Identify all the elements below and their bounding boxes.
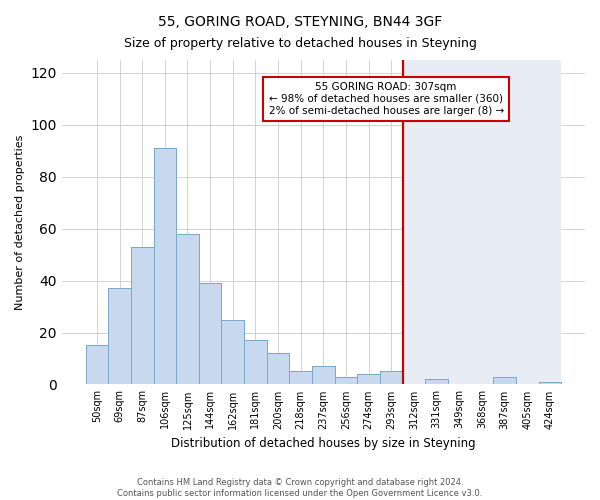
Bar: [358, 374, 380, 384]
Bar: [199, 283, 221, 384]
Bar: [267, 354, 289, 384]
Bar: [221, 320, 244, 384]
Bar: [403, 60, 561, 384]
Bar: [380, 372, 403, 384]
Bar: [425, 379, 448, 384]
Text: Contains HM Land Registry data © Crown copyright and database right 2024.
Contai: Contains HM Land Registry data © Crown c…: [118, 478, 482, 498]
Bar: [131, 247, 154, 384]
Bar: [199, 283, 221, 384]
Bar: [221, 320, 244, 384]
Text: Size of property relative to detached houses in Steyning: Size of property relative to detached ho…: [124, 38, 476, 51]
Bar: [289, 372, 312, 384]
Bar: [312, 366, 335, 384]
Bar: [380, 372, 403, 384]
Bar: [86, 346, 108, 385]
Bar: [267, 354, 289, 384]
Bar: [131, 247, 154, 384]
Bar: [493, 376, 516, 384]
Bar: [358, 374, 380, 384]
Text: 55 GORING ROAD: 307sqm
← 98% of detached houses are smaller (360)
2% of semi-det: 55 GORING ROAD: 307sqm ← 98% of detached…: [269, 82, 504, 116]
Bar: [539, 382, 561, 384]
Bar: [312, 366, 335, 384]
Bar: [154, 148, 176, 384]
Bar: [176, 234, 199, 384]
Bar: [244, 340, 267, 384]
Bar: [335, 376, 358, 384]
Bar: [539, 382, 561, 384]
Bar: [176, 234, 199, 384]
Bar: [425, 379, 448, 384]
Text: 55, GORING ROAD, STEYNING, BN44 3GF: 55, GORING ROAD, STEYNING, BN44 3GF: [158, 15, 442, 29]
Bar: [86, 346, 108, 385]
Bar: [244, 340, 267, 384]
Bar: [154, 148, 176, 384]
X-axis label: Distribution of detached houses by size in Steyning: Distribution of detached houses by size …: [171, 437, 476, 450]
Bar: [108, 288, 131, 384]
Bar: [335, 376, 358, 384]
Bar: [108, 288, 131, 384]
Bar: [289, 372, 312, 384]
Bar: [493, 376, 516, 384]
Y-axis label: Number of detached properties: Number of detached properties: [15, 134, 25, 310]
